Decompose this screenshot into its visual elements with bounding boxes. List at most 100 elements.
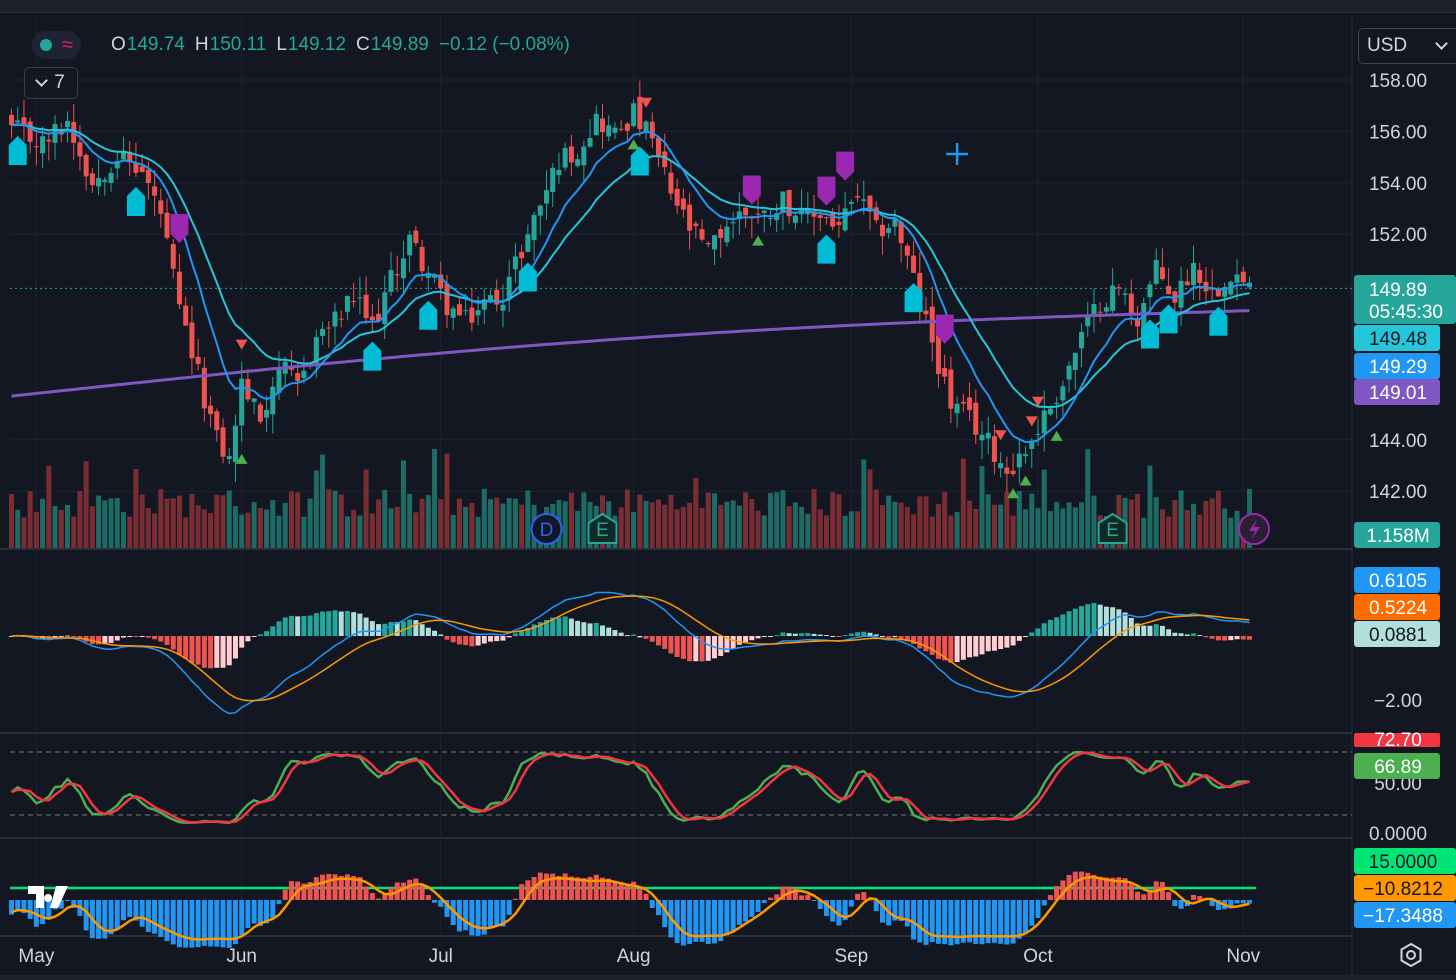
volume-bar — [425, 495, 431, 548]
osc-histogram-bar — [139, 900, 145, 927]
volume-bar — [226, 490, 232, 548]
candle-body — [1016, 453, 1022, 468]
volume-bar — [220, 495, 226, 548]
earnings-event-icon[interactable] — [1097, 512, 1128, 544]
volume-bar — [9, 494, 14, 548]
osc-histogram-bar — [432, 900, 438, 903]
osc-histogram-bar — [494, 900, 500, 927]
candle-body — [276, 369, 282, 393]
macd-histogram-bar — [867, 632, 873, 636]
volume-bar — [1060, 508, 1066, 548]
osc-histogram-bar — [71, 900, 77, 908]
volume-bar — [363, 469, 369, 548]
ma-mid-line — [11, 123, 1250, 409]
settings-gear-icon[interactable] — [1398, 942, 1424, 968]
symbol-visibility-toggle[interactable]: ≈ — [32, 31, 81, 59]
earnings-event-icon[interactable] — [587, 512, 618, 544]
candle-body — [973, 402, 979, 435]
volume-bar — [469, 502, 475, 548]
volume-bar — [33, 512, 39, 548]
time-axis-label: Jul — [429, 946, 453, 967]
volume-bar — [948, 515, 954, 548]
price-axis-tick: 152.00 — [1369, 225, 1427, 246]
volume-bar — [1035, 508, 1041, 548]
candle-body — [649, 121, 655, 139]
osc-histogram-bar — [288, 881, 294, 900]
osc-histogram-bar — [357, 877, 363, 900]
eye-dot-icon[interactable] — [40, 39, 52, 51]
macd-histogram-bar — [1234, 636, 1240, 640]
volume-bar — [1072, 507, 1078, 548]
indicators-collapse-button[interactable]: 7 — [24, 67, 78, 99]
macd-histogram-bar — [282, 617, 288, 636]
candle-body — [699, 229, 705, 240]
osc-histogram-bar — [687, 900, 693, 944]
currency-selector[interactable]: USD — [1358, 28, 1456, 64]
candle-body — [1066, 365, 1072, 380]
candle-body — [718, 229, 724, 239]
macd-histogram-bar — [587, 623, 593, 636]
macd-histogram-bar — [512, 633, 518, 636]
macd-histogram-bar — [1197, 635, 1203, 637]
osc-histogram-bar — [1116, 877, 1122, 900]
candle-body — [419, 246, 425, 272]
dividend-event-icon[interactable] — [530, 513, 563, 545]
macd-histogram-bar — [624, 635, 630, 637]
volume-bar — [1153, 497, 1159, 548]
time-axis-label: Aug — [617, 946, 651, 967]
event-label: E — [596, 520, 609, 541]
macd-histogram-bar — [183, 636, 189, 659]
osc-histogram-bar — [1147, 889, 1153, 900]
candle-body — [257, 404, 263, 422]
volume-bar — [873, 489, 879, 548]
osc-histogram-bar — [556, 876, 562, 900]
osc-histogram-bar — [1135, 891, 1141, 900]
macd-histogram-bar — [848, 633, 854, 636]
candle-body — [1097, 311, 1103, 313]
volume-bar — [71, 516, 77, 548]
volume-bar — [1147, 465, 1153, 548]
candle-body — [332, 311, 338, 327]
tradingview-logo-icon[interactable] — [28, 886, 68, 908]
time-axis-label: Sep — [834, 946, 868, 967]
price-axis-tick: 154.00 — [1369, 174, 1427, 195]
candle-body — [239, 378, 245, 426]
macd-histogram-bar — [419, 624, 425, 636]
candle-body — [351, 301, 357, 303]
volume-bar — [575, 510, 581, 548]
candle-body — [705, 243, 711, 245]
macd-histogram-bar — [575, 620, 581, 636]
osc-histogram-bar — [855, 893, 861, 900]
macd-histogram-bar — [326, 611, 332, 636]
buy-signal-arrow — [630, 146, 649, 176]
macd-histogram-bar — [394, 622, 400, 636]
wave-icon[interactable]: ≈ — [62, 33, 73, 56]
macd-histogram-bar — [935, 636, 941, 659]
volume-bar — [52, 506, 58, 548]
osc-histogram-bar — [64, 900, 70, 901]
candle-body — [251, 398, 257, 402]
macd-histogram-bar — [1041, 623, 1047, 636]
volume-bar — [1054, 502, 1060, 548]
candle-body — [326, 327, 332, 329]
volume-bar — [886, 495, 892, 548]
osc-histogram-bar — [481, 900, 487, 935]
candle-body — [842, 208, 848, 231]
volume-bar — [1209, 498, 1215, 548]
osc-histogram-bar — [1035, 900, 1041, 918]
macd-histogram-bar — [382, 623, 388, 636]
candle-body — [1159, 267, 1165, 280]
macd-histogram-bar — [463, 636, 469, 646]
osc-histogram-bar — [1029, 900, 1035, 926]
candle-body — [817, 215, 823, 218]
volume-bar — [438, 499, 444, 548]
osc-histogram-bar — [637, 889, 643, 900]
osc-histogram-bar — [736, 900, 742, 925]
candle-body — [376, 313, 382, 321]
buy-signal-arrow — [904, 283, 923, 313]
osc-histogram-bar — [469, 900, 475, 936]
osc-histogram-bar — [264, 900, 270, 924]
macd-histogram-bar — [1072, 608, 1078, 636]
macd-histogram-bar — [357, 613, 363, 636]
